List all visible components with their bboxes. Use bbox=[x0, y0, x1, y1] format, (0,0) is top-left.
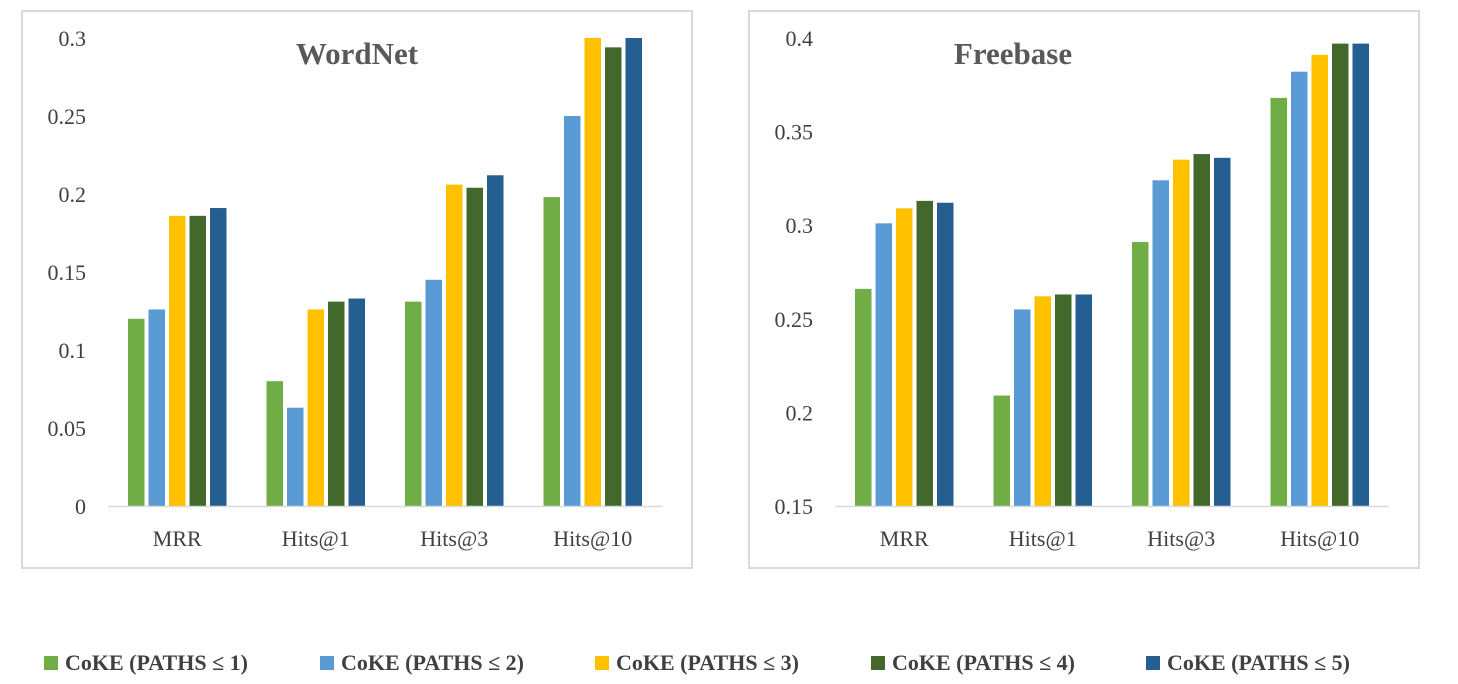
freebase-y-tick-label: 0.35 bbox=[775, 120, 814, 145]
freebase-category-label: Hits@3 bbox=[1147, 526, 1215, 551]
legend-swatch-5 bbox=[1146, 656, 1160, 670]
wordnet-bar-mrr-series-3 bbox=[169, 215, 186, 506]
wordnet-bar-hits-1-series-5 bbox=[348, 298, 365, 506]
freebase-bar-hits-10-series-4 bbox=[1332, 43, 1349, 507]
wordnet-y-tick-label: 0.15 bbox=[48, 260, 87, 285]
legend-swatch-4 bbox=[871, 656, 885, 670]
wordnet-bar-hits-1-series-2 bbox=[287, 407, 304, 506]
wordnet-bar-hits-10-series-4 bbox=[605, 47, 622, 507]
freebase-chart-title: Freebase bbox=[954, 36, 1072, 71]
freebase-bar-hits-10-series-3 bbox=[1311, 54, 1328, 507]
legend-label-3: CoKE (PATHS ≤ 3) bbox=[616, 650, 799, 675]
freebase-bar-hits-3-series-1 bbox=[1132, 242, 1149, 506]
wordnet-bar-hits-1-series-3 bbox=[307, 309, 324, 506]
legend-label-2: CoKE (PATHS ≤ 2) bbox=[341, 650, 524, 675]
freebase-bar-hits-3-series-4 bbox=[1193, 154, 1210, 506]
legend-label-5: CoKE (PATHS ≤ 5) bbox=[1167, 650, 1350, 675]
freebase-y-tick-label: 0.2 bbox=[786, 400, 814, 425]
wordnet-chart: 0 0.05 0.1 0.15 0.2 0.25 0.3 MRR Hits@1 Hits@3 Hit… bbox=[21, 10, 693, 569]
freebase-bar-hits-1-series-3 bbox=[1034, 296, 1051, 506]
freebase-bar-hits-10-series-2 bbox=[1291, 71, 1308, 507]
legend-label-1: CoKE (PATHS ≤ 1) bbox=[65, 650, 248, 675]
freebase-y-tick-label: 0.3 bbox=[786, 213, 814, 238]
wordnet-category-label: Hits@1 bbox=[282, 526, 350, 551]
freebase-category-label: MRR bbox=[880, 526, 929, 551]
freebase-bar-mrr-series-5 bbox=[937, 202, 954, 506]
wordnet-bar-hits-1-series-4 bbox=[328, 301, 345, 506]
wordnet-y-tick-label: 0 bbox=[75, 494, 86, 519]
freebase-bar-mrr-series-3 bbox=[896, 208, 913, 507]
legend-label-4: CoKE (PATHS ≤ 4) bbox=[892, 650, 1075, 675]
freebase-bar-hits-1-series-1 bbox=[993, 395, 1010, 506]
freebase-category-label: Hits@1 bbox=[1009, 526, 1077, 551]
wordnet-bar-hits-10-series-3 bbox=[584, 38, 601, 506]
freebase-bar-mrr-series-1 bbox=[855, 288, 872, 506]
freebase-chart: 0.15 0.2 0.25 0.3 0.35 0.4 MRR Hits@1 Hits@3 Hits… bbox=[748, 10, 1420, 569]
wordnet-category-label: Hits@3 bbox=[420, 526, 488, 551]
wordnet-bar-hits-10-series-2 bbox=[564, 116, 581, 506]
freebase-y-tick-label: 0.25 bbox=[775, 307, 814, 332]
wordnet-bar-hits-3-series-3 bbox=[446, 184, 463, 506]
wordnet-bar-mrr-series-4 bbox=[189, 215, 206, 506]
legend-swatch-1 bbox=[44, 656, 58, 670]
wordnet-bar-hits-3-series-1 bbox=[405, 301, 422, 506]
legend-swatch-2 bbox=[320, 656, 334, 670]
freebase-bar-hits-1-series-2 bbox=[1014, 309, 1031, 506]
wordnet-y-tick-label: 0.3 bbox=[59, 26, 87, 51]
freebase-y-tick-label: 0.15 bbox=[775, 494, 814, 519]
freebase-category-label: Hits@10 bbox=[1280, 526, 1359, 551]
freebase-bar-hits-10-series-5 bbox=[1352, 43, 1369, 507]
freebase-bar-mrr-series-2 bbox=[875, 223, 892, 506]
wordnet-bar-hits-3-series-5 bbox=[487, 175, 504, 506]
legend: CoKE (PATHS ≤ 1) CoKE (PATHS ≤ 2) CoKE (PA… bbox=[44, 650, 1350, 675]
freebase-bar-hits-3-series-2 bbox=[1152, 180, 1169, 506]
wordnet-y-tick-label: 0.05 bbox=[48, 416, 87, 441]
wordnet-bar-mrr-series-1 bbox=[128, 318, 145, 506]
freebase-y-tick-label: 0.4 bbox=[786, 26, 814, 51]
freebase-bar-hits-3-series-5 bbox=[1214, 157, 1231, 507]
wordnet-bar-hits-10-series-5 bbox=[625, 38, 642, 506]
wordnet-category-label: Hits@10 bbox=[553, 526, 632, 551]
wordnet-bar-hits-1-series-1 bbox=[266, 381, 283, 506]
wordnet-bar-hits-3-series-2 bbox=[425, 279, 442, 506]
freebase-bar-hits-1-series-5 bbox=[1075, 294, 1092, 506]
freebase-bar-hits-3-series-3 bbox=[1173, 159, 1190, 506]
wordnet-bar-hits-3-series-4 bbox=[466, 187, 483, 506]
legend-swatch-3 bbox=[595, 656, 609, 670]
wordnet-bar-mrr-series-5 bbox=[210, 208, 227, 507]
wordnet-chart-title: WordNet bbox=[296, 36, 419, 71]
freebase-bar-hits-10-series-1 bbox=[1270, 97, 1287, 507]
freebase-bar-hits-1-series-4 bbox=[1055, 294, 1072, 506]
wordnet-bar-hits-10-series-1 bbox=[543, 197, 560, 506]
wordnet-y-tick-label: 0.2 bbox=[59, 182, 87, 207]
wordnet-bar-mrr-series-2 bbox=[148, 309, 165, 506]
wordnet-y-tick-label: 0.1 bbox=[59, 338, 87, 363]
wordnet-y-tick-label: 0.25 bbox=[48, 104, 87, 129]
freebase-bar-mrr-series-4 bbox=[916, 200, 933, 506]
wordnet-category-label: MRR bbox=[153, 526, 202, 551]
